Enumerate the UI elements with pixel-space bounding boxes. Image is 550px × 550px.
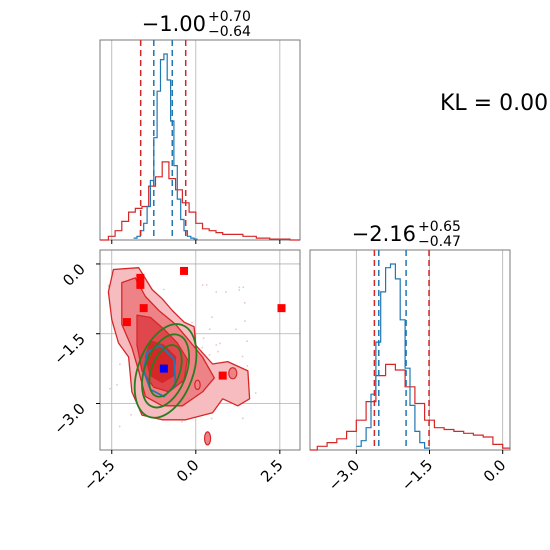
sample-point: [118, 425, 121, 428]
sample-point: [191, 321, 193, 324]
sample-point: [254, 392, 257, 394]
histogram-series-0: [100, 161, 300, 241]
title-lower-error: −0.64: [208, 24, 251, 40]
red-square-marker-2: [180, 266, 189, 275]
joint-xtick-label-2: 2.5: [257, 456, 287, 486]
right-xtick-label-2: 0.0: [480, 456, 510, 486]
title-upper-error: +0.65: [418, 219, 461, 235]
sample-point: [246, 340, 248, 343]
joint-xtick-label-1: 0.0: [173, 456, 203, 486]
sample-point: [244, 320, 246, 322]
sample-point: [217, 350, 219, 353]
sample-point: [208, 354, 211, 356]
sample-point: [235, 328, 237, 331]
sample-point: [205, 283, 208, 286]
histogram-series-1: [133, 53, 198, 240]
right-panel-frame: [309, 249, 511, 451]
panel-marginal-param1: −1.00 +0.70−0.64: [99, 9, 301, 244]
sample-point: [243, 301, 246, 304]
histogram-series-1: [356, 263, 430, 449]
blue-square-marker: [159, 364, 168, 373]
sample-point: [211, 316, 213, 319]
sample-point: [225, 291, 227, 293]
kl-divergence-label: KL = 0.00: [440, 91, 548, 116]
green-ellipse-2: [133, 323, 198, 419]
sample-point: [238, 286, 241, 289]
red-contour-islet-1: [203, 431, 212, 446]
title-upper-error: +0.70: [208, 9, 251, 25]
red-square-marker-6: [218, 371, 227, 380]
right-xtick-label-1: −1.5: [398, 456, 436, 494]
sample-point: [162, 288, 165, 291]
top-panel-frame: [99, 39, 301, 241]
green-ellipse-1: [141, 333, 190, 409]
sample-point: [109, 387, 111, 390]
title-median: −2.16: [352, 222, 416, 246]
joint-xtick-label-0: −2.5: [80, 456, 118, 494]
joint-ytick-label-2: −3.0: [50, 400, 88, 438]
sample-point: [242, 286, 245, 289]
title-median: −1.00: [142, 12, 206, 36]
sample-point: [210, 417, 213, 420]
panel-marginal-param2: −3.0 −1.5 0.0 −2.16 +0.65−0.47: [309, 219, 511, 495]
joint-panel-frame: [99, 249, 301, 451]
sample-point: [181, 420, 183, 423]
right-xtick-label-0: −3.0: [325, 456, 363, 494]
green-ellipse-0: [148, 344, 183, 398]
joint-content: [100, 250, 300, 450]
joint-ytick-label-0: 0.0: [59, 260, 89, 290]
title-lower-error: −0.47: [418, 234, 461, 250]
sample-point: [215, 344, 218, 346]
sample-point: [130, 413, 133, 416]
red-square-marker-5: [277, 304, 286, 313]
sample-point: [201, 284, 204, 287]
joint-ytick-label-1: −1.5: [50, 330, 88, 368]
panel-joint-contour: −2.5 0.0 2.5 0.0 −1.5 −3.0: [50, 249, 301, 495]
sample-point: [118, 363, 121, 366]
sample-point: [241, 417, 244, 420]
red-square-marker-1: [136, 280, 145, 289]
sample-point: [246, 364, 249, 367]
sample-point: [238, 289, 241, 291]
sample-point: [215, 291, 218, 293]
sample-point: [201, 346, 204, 349]
red-square-marker-0: [136, 273, 145, 282]
sample-point: [219, 342, 221, 345]
sample-point: [202, 337, 205, 340]
sample-point: [116, 383, 118, 386]
sample-point: [241, 355, 244, 358]
red-contour-islet-2: [194, 379, 201, 391]
red-square-marker-3: [139, 304, 148, 313]
sample-point: [208, 328, 211, 331]
red-contour-islet-0: [228, 367, 238, 380]
red-square-marker-4: [122, 318, 131, 327]
